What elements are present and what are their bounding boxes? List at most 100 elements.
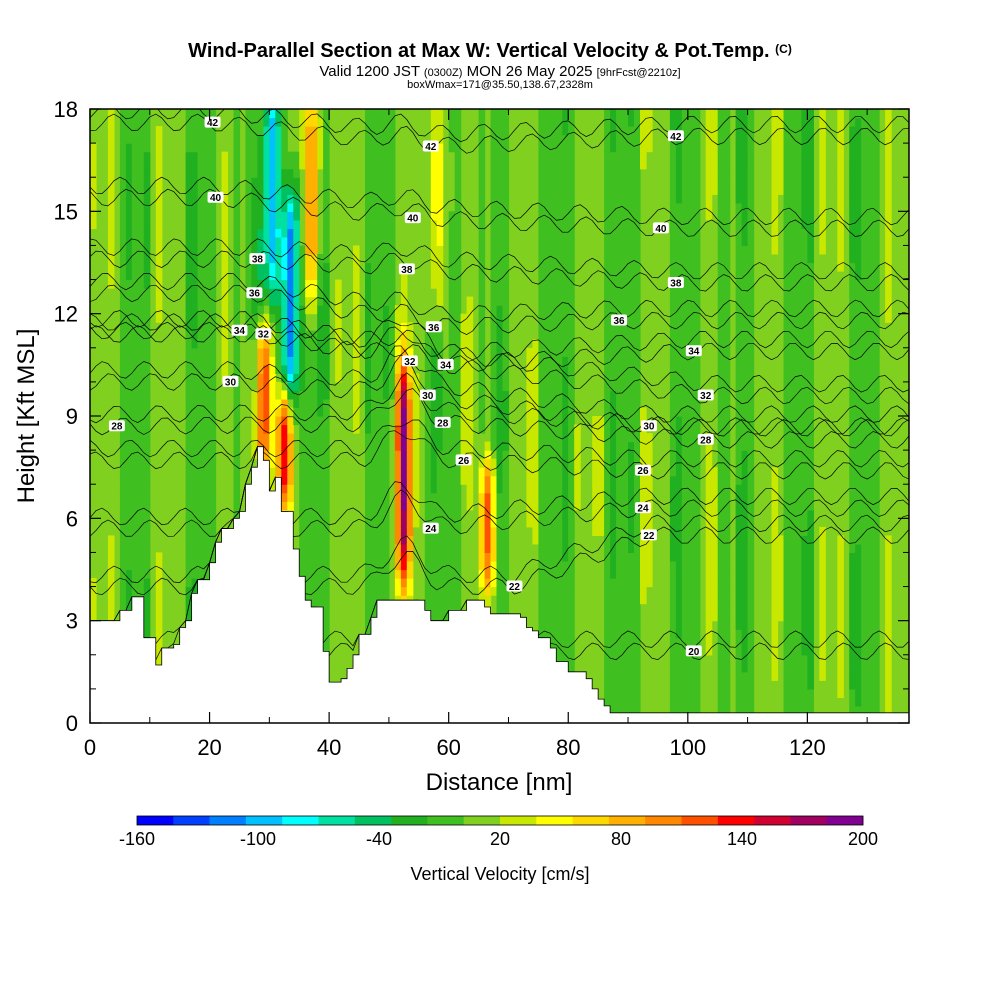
velocity-cell — [209, 211, 217, 221]
velocity-cell — [795, 569, 802, 579]
velocity-cell — [681, 467, 689, 477]
velocity-cell — [544, 620, 551, 630]
velocity-cell — [323, 211, 330, 221]
velocity-cell — [705, 109, 713, 119]
velocity-cell — [119, 356, 127, 366]
velocity-cell — [448, 458, 456, 468]
velocity-cell — [197, 433, 205, 443]
velocity-cell — [221, 279, 229, 289]
velocity-cell — [496, 151, 504, 161]
velocity-cell — [197, 484, 205, 494]
velocity-cell — [717, 271, 725, 281]
velocity-cell — [191, 450, 199, 460]
velocity-cell — [125, 254, 133, 264]
velocity-cell — [376, 578, 384, 588]
velocity-cell — [371, 288, 378, 298]
velocity-cell — [568, 271, 575, 281]
velocity-cell — [795, 586, 802, 596]
velocity-cell — [675, 245, 683, 255]
velocity-cell — [675, 518, 683, 528]
velocity-cell — [544, 177, 551, 187]
velocity-cell — [568, 646, 575, 656]
velocity-cell — [783, 424, 791, 434]
velocity-cell — [478, 509, 486, 519]
velocity-cell — [550, 603, 557, 613]
velocity-cell — [622, 654, 629, 664]
velocity-cell — [323, 194, 330, 204]
velocity-cell — [538, 612, 545, 622]
velocity-cell — [538, 458, 545, 468]
velocity-cell — [436, 228, 444, 238]
velocity-cell — [711, 492, 719, 502]
velocity-cell — [209, 228, 217, 238]
velocity-cell — [693, 364, 701, 374]
velocity-cell — [568, 305, 575, 315]
velocity-cell — [478, 475, 486, 485]
velocity-cell — [137, 373, 145, 383]
velocity-cell — [317, 313, 324, 323]
velocity-cell — [646, 578, 653, 588]
velocity-cell — [496, 501, 504, 511]
velocity-cell — [496, 518, 504, 528]
velocity-cell — [496, 433, 504, 443]
velocity-cell — [687, 705, 695, 716]
velocity-cell — [143, 117, 151, 127]
velocity-cell — [723, 646, 731, 656]
velocity-cell — [400, 595, 408, 605]
velocity-cell — [281, 177, 288, 187]
velocity-cell — [436, 339, 444, 349]
velocity-cell — [269, 177, 276, 187]
velocity-cell — [705, 578, 713, 588]
velocity-cell — [717, 356, 725, 366]
velocity-cell — [119, 296, 127, 306]
velocity-cell — [269, 416, 276, 426]
velocity-cell — [185, 305, 193, 315]
velocity-cell — [245, 330, 252, 340]
velocity-cell — [628, 603, 635, 613]
velocity-cell — [131, 458, 139, 468]
velocity-cell — [556, 501, 563, 511]
velocity-cell — [394, 569, 402, 579]
velocity-cell — [478, 126, 486, 136]
velocity-cell — [783, 612, 791, 622]
velocity-cell — [622, 424, 629, 434]
velocity-cell — [191, 569, 199, 579]
velocity-cell — [616, 109, 623, 119]
velocity-cell — [789, 484, 796, 494]
velocity-cell — [669, 373, 677, 383]
velocity-cell — [448, 245, 456, 255]
velocity-cell — [197, 109, 205, 119]
velocity-cell — [490, 552, 498, 562]
velocity-cell — [616, 705, 623, 716]
velocity-cell — [723, 518, 731, 528]
velocity-cell — [622, 305, 629, 315]
velocity-cell — [628, 109, 635, 119]
velocity-cell — [562, 381, 569, 392]
velocity-cell — [424, 330, 432, 340]
velocity-cell — [305, 509, 312, 519]
velocity-cell — [705, 475, 713, 485]
velocity-cell — [741, 219, 749, 230]
velocity-cell — [442, 458, 450, 468]
velocity-cell — [436, 450, 444, 460]
velocity-cell — [430, 450, 438, 460]
velocity-cell — [221, 262, 229, 272]
velocity-cell — [562, 390, 569, 400]
velocity-cell — [538, 134, 545, 144]
velocity-cell — [454, 185, 462, 195]
velocity-cell — [424, 603, 432, 613]
velocity-cell — [131, 501, 139, 511]
velocity-cell — [723, 381, 731, 392]
velocity-cell — [783, 654, 791, 664]
velocity-cell — [197, 160, 205, 170]
velocity-cell — [185, 236, 193, 247]
velocity-cell — [669, 620, 677, 630]
velocity-cell — [789, 501, 796, 511]
velocity-cell — [741, 339, 749, 349]
velocity-cell — [424, 441, 432, 451]
velocity-cell — [622, 441, 629, 451]
velocity-cell — [185, 603, 193, 613]
velocity-cell — [616, 671, 623, 681]
velocity-cell — [669, 526, 677, 537]
velocity-cell — [143, 160, 151, 170]
